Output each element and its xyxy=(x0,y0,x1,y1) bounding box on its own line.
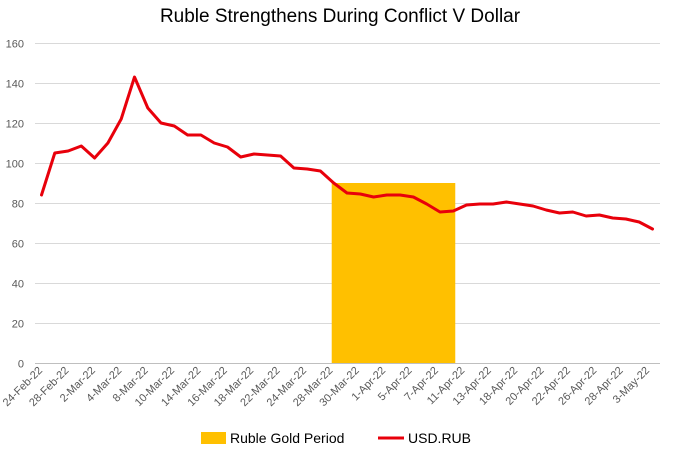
y-tick-label-160: 160 xyxy=(6,39,24,51)
y-tick-label-60: 60 xyxy=(12,239,24,251)
x-tick-labels: 24-Feb-2228-Feb-222-Mar-224-Mar-228-Mar-… xyxy=(1,365,652,409)
y-tick-label-120: 120 xyxy=(6,119,24,131)
y-tick-label-20: 20 xyxy=(12,319,24,331)
gold-period-area xyxy=(331,183,456,363)
legend-label-usd-rub: USD.RUB xyxy=(408,430,471,446)
legend-swatch-gold-period xyxy=(201,432,226,444)
chart-title: Ruble Strengthens During Conflict V Doll… xyxy=(160,6,521,27)
legend: Ruble Gold Period USD.RUB xyxy=(201,430,471,446)
gold-period-layer xyxy=(331,183,456,363)
legend-label-gold-period: Ruble Gold Period xyxy=(230,430,344,446)
usd-rub-line xyxy=(40,75,654,231)
y-tick-labels: 0 20 40 60 80 100 120 140 160 xyxy=(6,39,24,371)
line-layer xyxy=(40,75,654,231)
y-tick-label-40: 40 xyxy=(12,279,24,291)
y-tick-label-100: 100 xyxy=(6,159,24,171)
y-tick-label-140: 140 xyxy=(6,79,24,91)
y-tick-label-80: 80 xyxy=(12,199,24,211)
y-tick-label-0: 0 xyxy=(18,359,24,371)
